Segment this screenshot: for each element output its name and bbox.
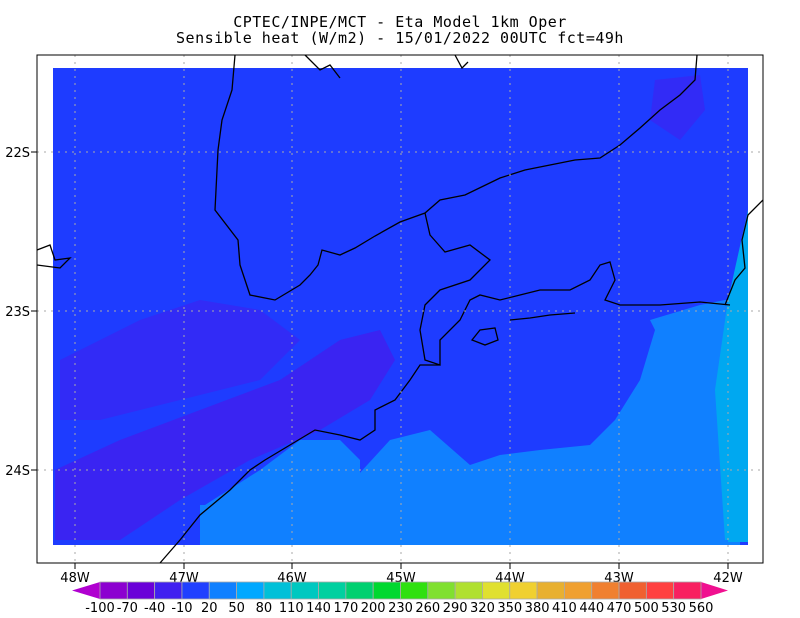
colorbar-label: -10: [171, 601, 192, 616]
lon-label: 48W: [60, 571, 90, 586]
colorbar-label: 50: [228, 601, 245, 616]
colorbar-box: [645, 581, 675, 600]
low-flux-patch-2: [60, 300, 300, 420]
map-frame: [36, 54, 764, 564]
coast: [159, 364, 440, 564]
colorbar-box: [400, 581, 429, 600]
colorbar-label: 530: [661, 601, 686, 616]
ocean-near-field: [200, 300, 740, 545]
grid-lines: [31, 55, 763, 569]
colorbar-label: 380: [525, 601, 550, 616]
lon-label: 42W: [713, 571, 743, 586]
colorbar-label: 260: [415, 601, 440, 616]
colorbar-label: 230: [388, 601, 413, 616]
colorbar-label: 410: [552, 601, 577, 616]
colorbar-box: [154, 581, 183, 600]
west-edge-border: [36, 244, 72, 269]
lat-label: 22S: [5, 146, 30, 161]
colorbar-label: 110: [279, 601, 304, 616]
colorbar-box: [454, 581, 483, 600]
colorbar-box: [427, 581, 456, 600]
state-border: [214, 54, 698, 301]
colorbar-label: 350: [497, 601, 522, 616]
ocean-near-lower: [200, 505, 360, 545]
island: [470, 327, 499, 346]
colorbar-label: 20: [201, 601, 218, 616]
colorbar-label: -100: [85, 601, 115, 616]
lat-label: 24S: [5, 464, 30, 479]
east-coast: [724, 199, 764, 306]
ocean-far-field-2: [715, 210, 748, 540]
colorbar-box: [263, 581, 292, 600]
low-flux-patch-3: [650, 75, 705, 140]
colorbar-box: [290, 581, 319, 600]
colorbar-label: 80: [256, 601, 273, 616]
colorbar-box: [482, 581, 511, 600]
low-flux-patch: [55, 330, 395, 540]
colorbar-label: 290: [443, 601, 468, 616]
colorbar-box: [99, 581, 128, 600]
lat-label: 23S: [5, 305, 30, 320]
colorbar-label: 470: [607, 601, 632, 616]
north-border: [304, 54, 469, 79]
state-border-2: [419, 212, 731, 366]
colorbar-box: [345, 581, 374, 600]
colorbar-box: [181, 581, 210, 600]
colorbar-box: [509, 581, 538, 600]
colorbar-box: [236, 581, 265, 600]
colorbar-box: [372, 581, 401, 600]
colorbar-label: 170: [333, 601, 358, 616]
colorbar-under-triangle: [72, 582, 100, 599]
colorbar-box: [591, 581, 620, 600]
colorbar-label: -40: [144, 601, 165, 616]
title-line-1: CPTEC/INPE/MCT - Eta Model 1km Oper: [233, 13, 567, 31]
colorbar-box: [618, 581, 647, 600]
title-line-2: Sensible heat (W/m2) - 15/01/2022 00UTC …: [176, 29, 624, 47]
colorbar-box: [564, 581, 593, 600]
bay: [509, 312, 576, 321]
colorbar-box: [208, 581, 237, 600]
colorbar-label: -70: [117, 601, 138, 616]
coastline: [36, 54, 764, 564]
colorbar-label: 500: [634, 601, 659, 616]
colorbar-box: [536, 581, 565, 600]
colorbar-label: 440: [579, 601, 604, 616]
colorbar-box: [673, 581, 702, 600]
colorbar-box: [126, 581, 156, 600]
colorbar-label: 200: [361, 601, 386, 616]
colorbar-label: 140: [306, 601, 331, 616]
colorbar-label: 320: [470, 601, 495, 616]
colorbar-box: [318, 581, 347, 600]
colorbar: -100 -70 -40 -10 20 50 80 110 140 170 200 230 260 290…: [72, 581, 728, 616]
colorbar-over-triangle: [701, 582, 728, 599]
colorbar-label: 560: [689, 601, 714, 616]
